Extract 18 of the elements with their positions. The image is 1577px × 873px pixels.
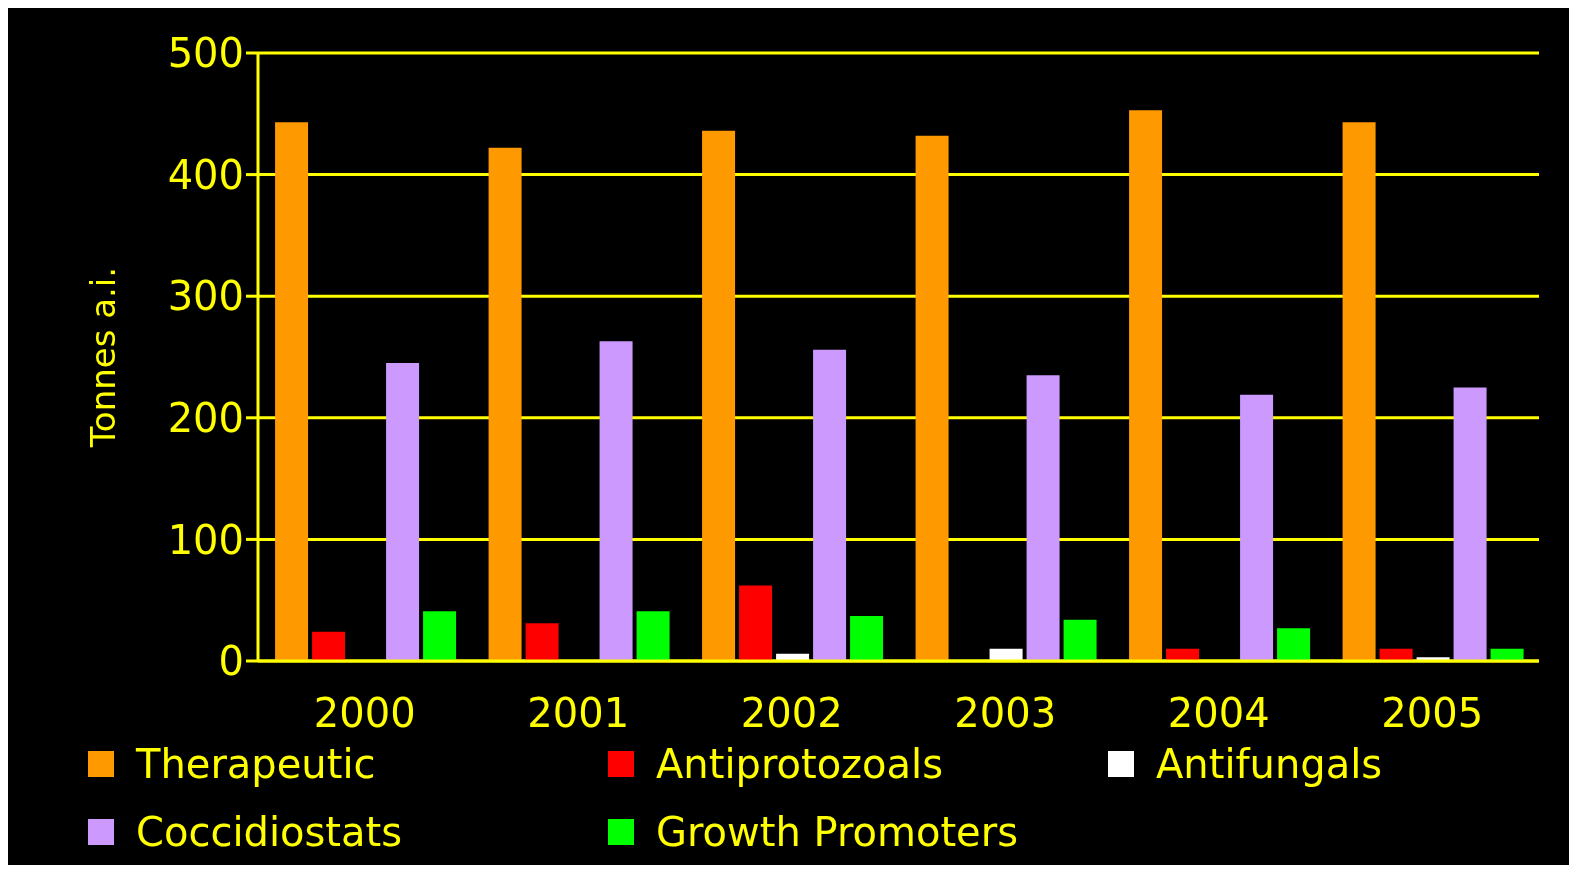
legend-label: Growth Promoters (656, 809, 1018, 855)
legend-label: Antifungals (1156, 741, 1383, 787)
x-tick-label: 2002 (740, 690, 843, 737)
x-tick-label: 2005 (1381, 690, 1484, 737)
y-tick-label: 300 (167, 273, 244, 320)
x-tick-label: 2003 (954, 690, 1057, 737)
legend-label: Antiprotozoals (656, 741, 944, 787)
legend-label: Coccidiostats (136, 809, 403, 855)
y-tick-label: 400 (167, 151, 244, 198)
y-tick-label: 500 (167, 30, 244, 77)
y-tick-label: 200 (167, 395, 244, 441)
x-tick-label: 2001 (527, 690, 630, 737)
y-tick-label: 0 (218, 638, 244, 685)
x-tick-label: 2000 (313, 690, 416, 737)
y-axis-title: Tonnes a.i. (83, 266, 124, 449)
y-tick-label: 100 (167, 516, 244, 563)
x-tick-label: 2004 (1167, 690, 1270, 737)
legend-label: Therapeutic (136, 741, 376, 787)
